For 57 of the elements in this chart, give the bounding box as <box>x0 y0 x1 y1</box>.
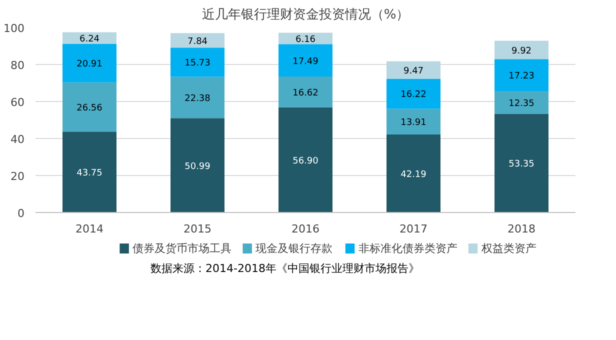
legend-label: 非标准化债券类资产 <box>358 242 458 255</box>
data-label: 6.16 <box>295 34 316 45</box>
data-label: 53.35 <box>508 160 534 170</box>
bar <box>494 114 548 212</box>
bar <box>62 44 116 82</box>
bar <box>170 76 224 118</box>
chart-title: 近几年银行理财资金投资情况（%） <box>202 8 410 22</box>
bar <box>278 76 332 108</box>
data-label: 13.91 <box>400 118 426 128</box>
data-label: 17.49 <box>292 56 319 67</box>
x-tick-label: 2017 <box>400 222 428 236</box>
data-label: 22.38 <box>184 94 211 104</box>
bar <box>62 82 116 132</box>
data-label: 56.90 <box>292 156 319 166</box>
data-label: 42.19 <box>400 170 427 180</box>
legend-label: 债券及货币市场工具 <box>132 242 232 255</box>
data-label: 9.92 <box>511 46 532 56</box>
y-tick-label: 100 <box>4 22 25 35</box>
x-tick-label: 2018 <box>508 222 536 236</box>
data-label: 16.22 <box>400 90 426 100</box>
bar <box>278 32 332 44</box>
data-label: 26.56 <box>76 103 103 114</box>
bar <box>386 61 440 79</box>
bar <box>386 108 440 134</box>
bar <box>62 132 116 212</box>
bar <box>278 44 332 76</box>
data-label: 7.84 <box>187 36 208 47</box>
data-label: 9.47 <box>403 66 424 76</box>
bar <box>494 90 548 114</box>
legend-label: 现金及银行存款 <box>256 242 333 255</box>
bar <box>170 33 224 48</box>
y-tick-label: 0 <box>18 207 24 220</box>
bar <box>494 59 548 91</box>
bar <box>386 134 440 212</box>
data-label: 15.73 <box>184 58 210 69</box>
x-tick-label: 2016 <box>292 222 320 236</box>
y-tick-label: 40 <box>10 133 25 146</box>
bar <box>170 118 224 212</box>
data-label: 12.35 <box>508 98 534 109</box>
legend-label: 权益类资产 <box>480 242 536 255</box>
y-tick-label: 20 <box>10 170 25 183</box>
source-note: 数据来源：2014-2018年《中国银行业理财市场报告》 <box>150 261 420 277</box>
x-tick-label: 2015 <box>184 222 212 236</box>
x-tick-label: 2014 <box>76 222 104 236</box>
bar <box>386 78 440 109</box>
data-label: 16.62 <box>292 88 318 98</box>
bar <box>62 32 116 44</box>
data-label: 43.75 <box>76 168 102 179</box>
data-label: 6.24 <box>79 34 100 44</box>
bar <box>494 40 548 60</box>
data-label: 17.23 <box>508 72 534 82</box>
bar <box>170 48 224 77</box>
data-label: 50.99 <box>184 162 211 172</box>
data-label: 20.91 <box>76 60 102 70</box>
y-tick-label: 80 <box>10 59 25 72</box>
bar <box>278 107 332 212</box>
y-tick-label: 60 <box>10 96 25 109</box>
